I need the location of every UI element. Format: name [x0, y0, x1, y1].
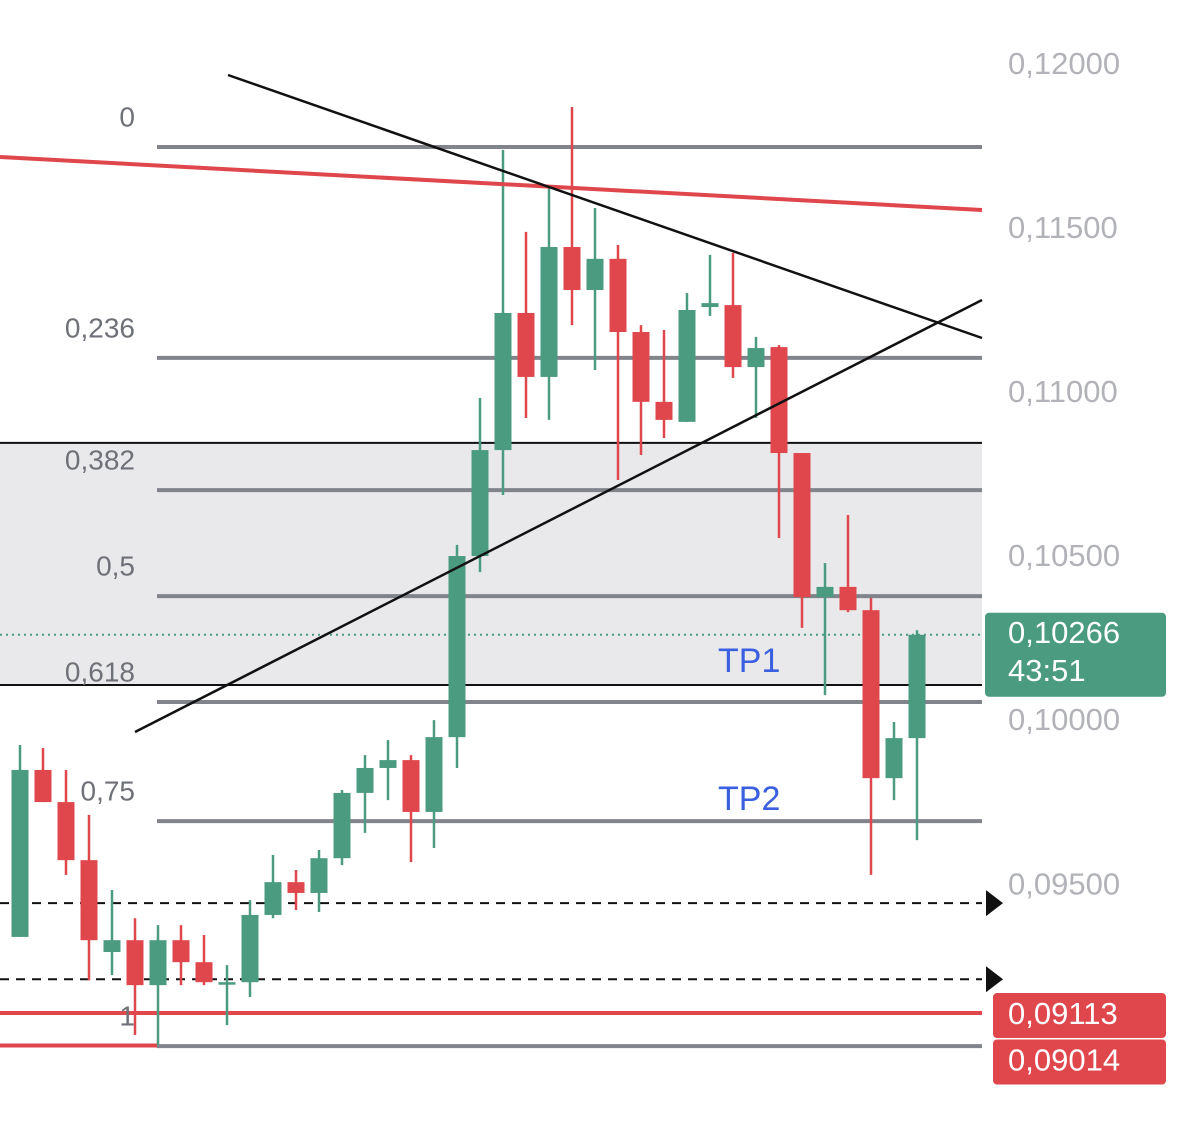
- trend-layer: [0, 73, 983, 734]
- candle-body: [471, 450, 489, 557]
- y-tick-label: 0,10500: [1008, 538, 1120, 573]
- fib-label: 0: [119, 101, 135, 132]
- candle-body: [333, 792, 351, 859]
- y-tick-label: 0,10000: [1008, 702, 1120, 737]
- candle-body: [356, 767, 374, 793]
- candle-body: [494, 312, 512, 451]
- fib-label: 0,236: [65, 312, 135, 343]
- fib-label: 0,382: [65, 445, 135, 476]
- y-tick-label: 0,09500: [1008, 866, 1120, 901]
- y-tick-label: 0,11500: [1008, 210, 1118, 245]
- label-layer: 0 0,236 0,382 0,5 0,618 0,75 1 0,12000 0,11500 0,…: [65, 46, 1166, 1085]
- annotation: TP1: [718, 642, 780, 680]
- trend-line: [0, 155, 983, 212]
- candle-body: [287, 882, 305, 893]
- candle-body: [609, 258, 627, 332]
- candle-body: [195, 962, 213, 983]
- candle-body: [632, 331, 650, 402]
- candle-body: [172, 940, 190, 963]
- candle-body: [241, 914, 259, 983]
- candle-body: [655, 401, 673, 420]
- candle-body: [839, 586, 857, 611]
- price-tag: [993, 993, 1166, 1039]
- price-tag-label: 0,09014: [1008, 1043, 1120, 1078]
- candle-body: [747, 348, 765, 368]
- candle-body: [310, 858, 328, 893]
- candle-body: [448, 556, 466, 738]
- price-tag-label: 0,10266: [1008, 615, 1120, 650]
- trend-line: [227, 73, 983, 340]
- fib-label: 1: [119, 1001, 135, 1032]
- candle-body: [563, 247, 581, 290]
- candle-body: [540, 247, 558, 377]
- candle-body: [103, 940, 121, 953]
- trend-line: [134, 298, 983, 734]
- candle-body: [517, 312, 535, 377]
- candle-body: [724, 305, 742, 368]
- y-tick-label: 0,11000: [1008, 374, 1118, 409]
- candle-body: [816, 586, 834, 598]
- candle-body: [678, 310, 696, 422]
- candle-body: [885, 738, 903, 779]
- candle-body: [770, 347, 788, 454]
- level-marker: [986, 890, 1003, 917]
- candle-body: [34, 769, 52, 803]
- candle-body: [149, 940, 167, 986]
- candle-body: [126, 940, 144, 986]
- annotation: TP2: [718, 780, 780, 818]
- candle-body: [862, 610, 880, 779]
- level-marker: [986, 966, 1003, 993]
- candle-body: [218, 982, 236, 985]
- candle-layer: [11, 106, 926, 1046]
- zone: [0, 442, 982, 685]
- candle-body: [379, 760, 397, 768]
- fib-label: 0,618: [65, 656, 135, 687]
- fib-label: 0,75: [81, 776, 136, 807]
- candle-body: [425, 737, 443, 812]
- candle-body: [701, 303, 719, 308]
- candle-body: [908, 634, 926, 739]
- level-layer: [0, 144, 1003, 1049]
- candle-body: [11, 769, 29, 937]
- countdown-label: 43:51: [1008, 653, 1086, 688]
- candle-body: [586, 258, 604, 290]
- fib-label: 0,5: [96, 550, 135, 581]
- candle-body: [57, 802, 75, 861]
- price-tag: [993, 1039, 1166, 1085]
- y-tick-label: 0,12000: [1008, 46, 1120, 81]
- candle-body: [402, 760, 420, 812]
- candle-body: [264, 882, 282, 915]
- candle-body: [80, 860, 98, 941]
- price-tag-label: 0,09113: [1008, 996, 1118, 1031]
- candle-body: [793, 453, 811, 598]
- price-tag: [985, 612, 1166, 697]
- zone-layer: [0, 441, 982, 686]
